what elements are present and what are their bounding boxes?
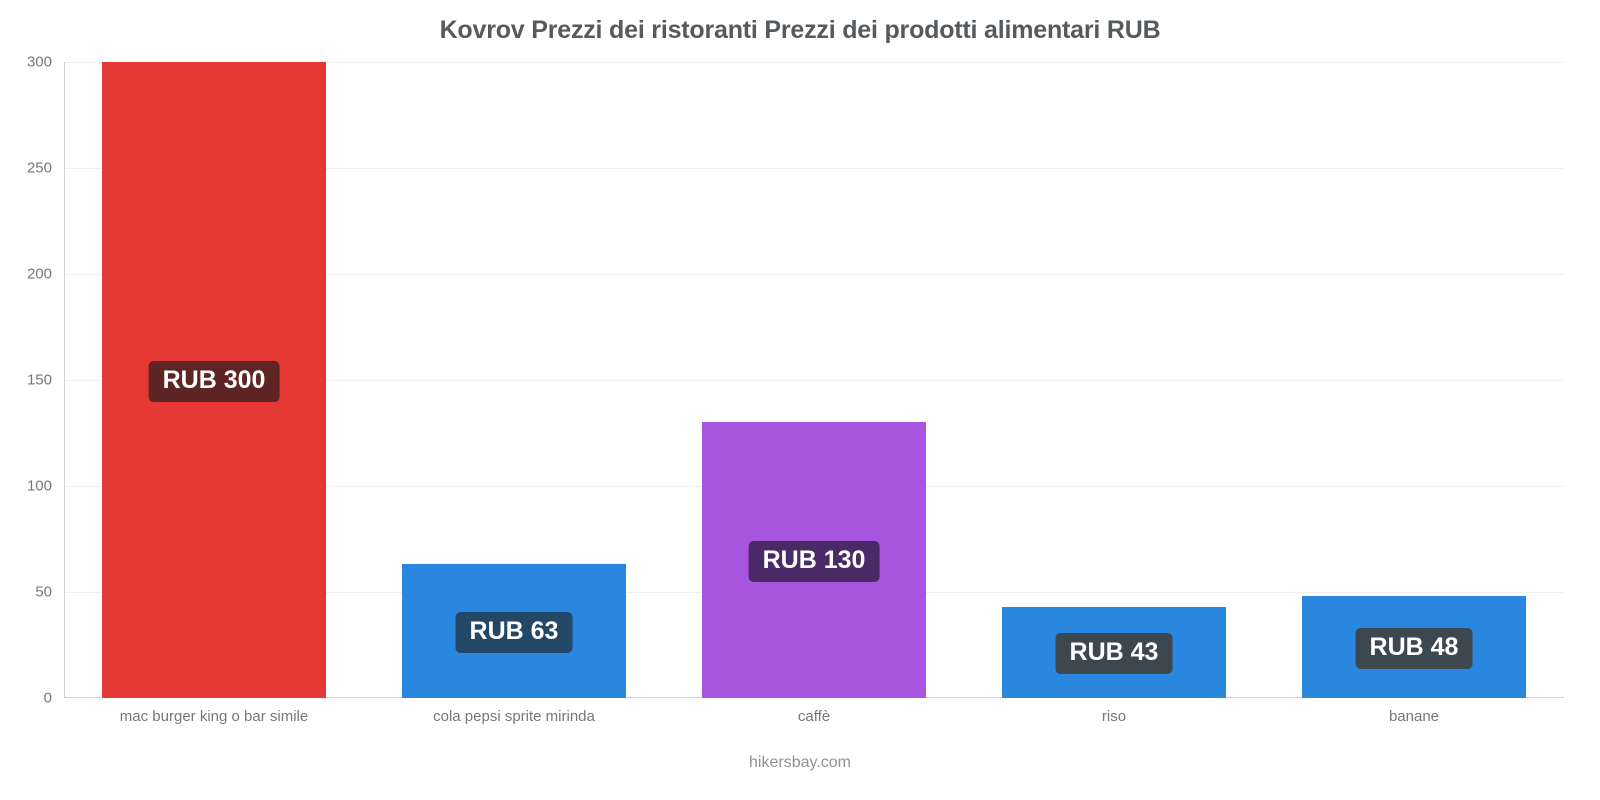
y-tick-label: 250 bbox=[26, 159, 52, 177]
y-axis-line bbox=[64, 62, 65, 698]
bar-slot: RUB 63 bbox=[364, 62, 664, 698]
bar-series: RUB 300 RUB 63 RUB 130 RUB 43 RUB 48 bbox=[64, 62, 1564, 698]
gridline bbox=[64, 380, 1564, 381]
gridline bbox=[64, 168, 1564, 169]
x-tick-label: banane bbox=[1388, 708, 1440, 725]
y-tick-label: 0 bbox=[43, 689, 52, 707]
x-tick-label: mac burger king o bar simile bbox=[119, 708, 309, 725]
x-tick-label: cola pepsi sprite mirinda bbox=[433, 708, 595, 725]
plot-area: RUB 300 RUB 63 RUB 130 RUB 43 RUB 48 bbox=[64, 62, 1564, 698]
bar-slot: RUB 300 bbox=[64, 62, 364, 698]
bar-value-label: RUB 43 bbox=[1055, 632, 1173, 675]
y-tick-label: 100 bbox=[26, 477, 52, 495]
y-tick-label: 50 bbox=[35, 583, 52, 601]
gridline bbox=[64, 274, 1564, 275]
y-tick-label: 150 bbox=[26, 371, 52, 389]
bar-value-label: RUB 130 bbox=[748, 540, 880, 583]
y-tick-label: 200 bbox=[26, 265, 52, 283]
bar-value-label: RUB 63 bbox=[455, 611, 573, 654]
x-tick-label: riso bbox=[1101, 708, 1127, 725]
x-tick-label: caffè bbox=[797, 708, 831, 725]
bar-slot: RUB 130 bbox=[664, 62, 964, 698]
source-watermark: hikersbay.com bbox=[749, 754, 851, 771]
bar-value-label: RUB 300 bbox=[148, 360, 280, 402]
y-tick-label: 300 bbox=[26, 53, 52, 71]
bar-slot: RUB 48 bbox=[1264, 62, 1564, 698]
gridline bbox=[64, 62, 1564, 63]
chart-title: Kovrov Prezzi dei ristoranti Prezzi dei … bbox=[439, 16, 1161, 44]
bar-value-label: RUB 48 bbox=[1355, 627, 1473, 670]
bar-slot: RUB 43 bbox=[964, 62, 1264, 698]
